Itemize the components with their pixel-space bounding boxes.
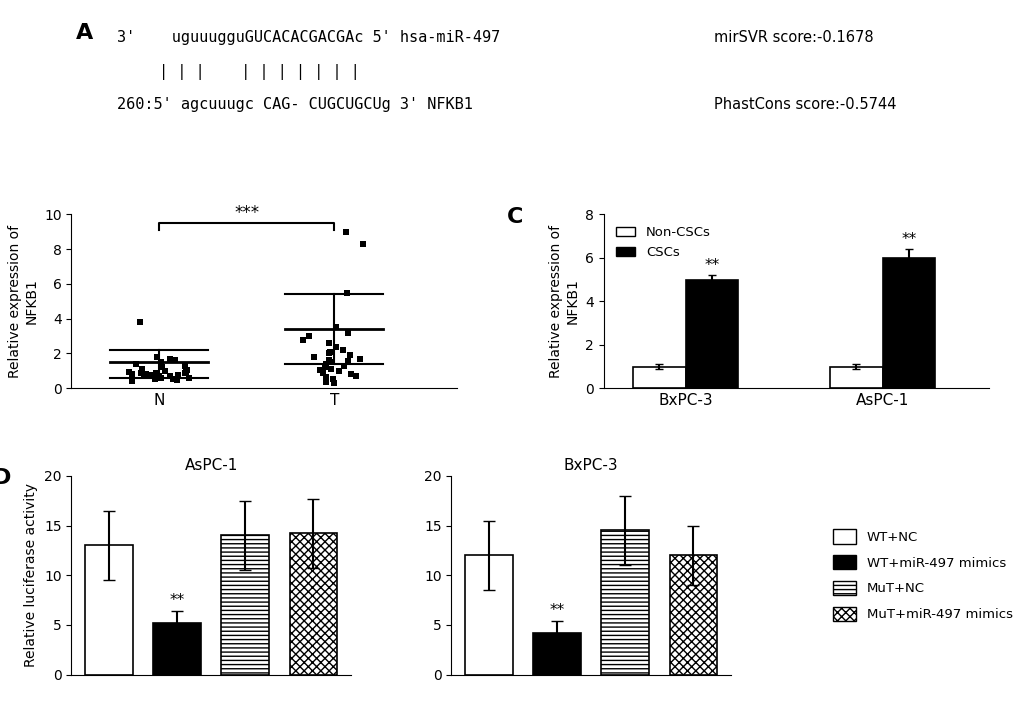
Legend: Non-CSCs, CSCs: Non-CSCs, CSCs (609, 221, 715, 264)
Point (127, 359, 144, 370)
Point (151, 371, 167, 382)
Point (138, 368, 154, 380)
Text: 3'    uguuugguGUCACACGACGAc 5' hsa-miR-497: 3' uguuugguGUCACACGACGAc 5' hsa-miR-497 (117, 30, 500, 45)
Bar (601, 530, 648, 674)
Y-axis label: Relative expression of
NFKB1: Relative expression of NFKB1 (8, 225, 39, 378)
Point (337, 226, 354, 238)
Text: C: C (506, 207, 523, 227)
Point (133, 364, 150, 375)
Bar (465, 555, 513, 674)
Text: **: ** (549, 603, 565, 618)
Text: **: ** (169, 593, 184, 608)
Bar (668, 555, 716, 674)
Point (324, 373, 340, 384)
Point (314, 367, 330, 378)
Point (318, 376, 334, 388)
Point (147, 373, 163, 385)
Point (166, 355, 182, 366)
Point (325, 378, 341, 389)
Text: 260:5' agcuuugc CAG- CUGCUGCUg 3' NFKB1: 260:5' agcuuugc CAG- CUGCUGCUg 3' NFKB1 (117, 97, 473, 112)
Point (321, 348, 337, 359)
Point (178, 366, 195, 378)
Text: A: A (76, 23, 93, 43)
Point (124, 376, 141, 387)
Point (334, 344, 351, 356)
Point (321, 346, 337, 357)
Title: BxPC-3: BxPC-3 (564, 459, 618, 474)
Point (355, 239, 371, 250)
Point (352, 353, 368, 364)
Point (320, 355, 336, 366)
Point (323, 356, 339, 368)
Point (170, 369, 186, 381)
Bar (85, 545, 132, 674)
Point (327, 322, 343, 333)
Point (338, 287, 355, 298)
Bar (881, 258, 934, 388)
Point (152, 356, 168, 368)
Text: D: D (0, 468, 11, 488)
Bar (829, 366, 881, 388)
Text: **: ** (901, 232, 916, 247)
Point (330, 365, 346, 376)
Point (347, 370, 364, 381)
Point (318, 359, 334, 370)
Point (327, 341, 343, 352)
Text: | | |    | | | | | | |: | | | | | | | | | | (159, 63, 359, 80)
Point (339, 327, 356, 338)
Point (179, 364, 196, 376)
Point (317, 361, 333, 373)
Title: AsPC-1: AsPC-1 (184, 459, 237, 474)
Legend: WT+NC, WT+miR-497 mimics, MuT+NC, MuT+miR-497 mimics: WT+NC, WT+miR-497 mimics, MuT+NC, MuT+mi… (829, 527, 1015, 624)
Point (294, 334, 311, 345)
Point (123, 368, 140, 380)
Point (132, 367, 149, 378)
Point (154, 361, 170, 373)
Point (323, 364, 339, 375)
Point (339, 356, 356, 367)
Point (157, 365, 173, 376)
Point (306, 351, 322, 363)
Bar (533, 633, 581, 674)
Text: mirSVR score:-0.1678: mirSVR score:-0.1678 (713, 30, 872, 45)
Point (148, 367, 164, 378)
Point (137, 371, 153, 382)
Point (321, 337, 337, 349)
Point (123, 371, 140, 383)
Point (341, 349, 358, 361)
Point (144, 369, 160, 381)
Point (168, 374, 184, 386)
Point (318, 371, 334, 383)
Point (151, 372, 167, 383)
Text: PhastCons score:-0.5744: PhastCons score:-0.5744 (713, 97, 896, 112)
Point (336, 360, 353, 371)
Bar (289, 533, 337, 674)
Point (342, 368, 359, 380)
Point (149, 351, 165, 363)
Text: **: ** (704, 258, 719, 273)
Y-axis label: Relative expression of
NFKB1: Relative expression of NFKB1 (549, 225, 579, 378)
Text: ***: *** (234, 204, 259, 222)
Point (176, 368, 193, 379)
Bar (153, 623, 201, 674)
Point (153, 372, 169, 383)
Point (181, 373, 198, 384)
Bar (221, 535, 269, 674)
Y-axis label: Relative luciferase activity: Relative luciferase activity (24, 484, 39, 667)
Point (176, 360, 193, 371)
Point (301, 330, 317, 342)
Point (132, 317, 149, 328)
Point (121, 366, 138, 378)
Bar (633, 366, 685, 388)
Point (162, 370, 178, 381)
Point (165, 373, 181, 384)
Point (312, 364, 328, 376)
Point (161, 353, 177, 364)
Bar (685, 280, 738, 388)
